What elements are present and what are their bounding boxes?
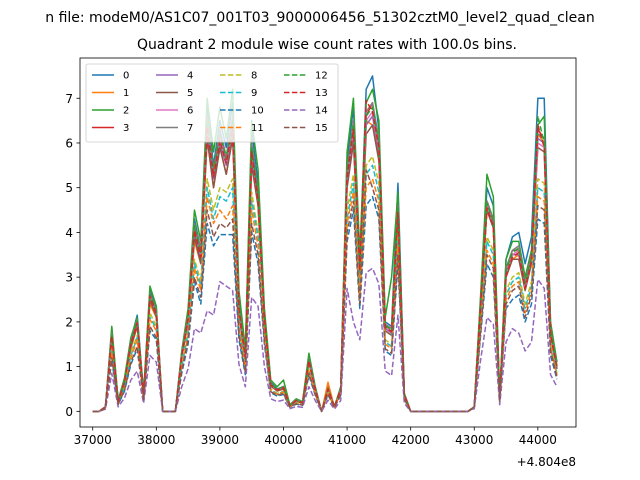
x-tick-label: 37000	[74, 433, 112, 447]
y-tick-label: 3	[65, 271, 73, 285]
x-tick-label: 44000	[519, 433, 557, 447]
figure-suptitle: n file: modeM0/AS1C07_001T03_9000006456_…	[45, 10, 594, 26]
y-tick-label: 4	[65, 226, 73, 240]
legend-label-10: 10	[251, 106, 264, 117]
x-tick-label: 38000	[137, 433, 175, 447]
y-axis: 0 1 2 3 4 5 6 7	[65, 92, 80, 419]
x-axis-offset-label: +4.804e8	[517, 455, 576, 469]
y-tick-label: 7	[65, 92, 73, 106]
x-tick-label: 39000	[201, 433, 239, 447]
y-tick-label: 5	[65, 181, 73, 195]
y-tick-label: 2	[65, 315, 73, 329]
legend-label-11: 11	[251, 123, 264, 134]
x-tick-label: 43000	[455, 433, 493, 447]
legend-label-8: 8	[251, 71, 257, 82]
legend-label-15: 15	[315, 123, 328, 134]
legend-label-9: 9	[251, 88, 257, 99]
y-tick-label: 1	[65, 360, 73, 374]
legend-label-4: 4	[187, 71, 193, 82]
legend-label-2: 2	[123, 106, 129, 117]
x-tick-label: 42000	[392, 433, 430, 447]
legend-label-3: 3	[123, 123, 129, 134]
chart-title: Quadrant 2 module wise count rates with …	[137, 37, 517, 53]
series-layer	[92, 75, 558, 413]
legend-label-13: 13	[315, 88, 328, 99]
y-tick-label: 0	[65, 405, 73, 419]
legend-label-14: 14	[315, 106, 328, 117]
axes-frame	[79, 57, 577, 428]
series-line-14	[92, 267, 558, 413]
series-line-15	[92, 169, 558, 413]
legend-box	[85, 63, 339, 143]
plot-area: 37000 38000 39000 40000 41000 42000 43000 44000…	[65, 57, 577, 469]
legend-label-7: 7	[187, 123, 193, 134]
x-tick-label: 41000	[328, 433, 366, 447]
x-tick-label: 40000	[264, 433, 302, 447]
legend-label-6: 6	[187, 106, 193, 117]
legend-label-1: 1	[123, 88, 129, 99]
legend-label-0: 0	[123, 71, 129, 82]
legend-label-5: 5	[187, 88, 193, 99]
y-tick-label: 6	[65, 136, 73, 150]
x-axis: 37000 38000 39000 40000 41000 42000 43000 44000	[74, 427, 557, 447]
legend-label-12: 12	[315, 71, 328, 82]
